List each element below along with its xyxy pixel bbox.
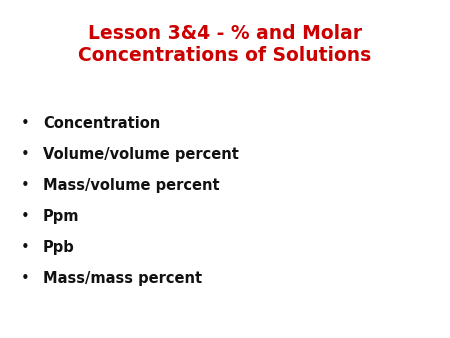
Text: •: • [20, 271, 29, 286]
Text: •: • [20, 209, 29, 224]
Text: •: • [20, 116, 29, 131]
Text: Mass/mass percent: Mass/mass percent [43, 271, 202, 286]
Text: •: • [20, 178, 29, 193]
Text: •: • [20, 240, 29, 255]
Text: Mass/volume percent: Mass/volume percent [43, 178, 220, 193]
Text: Concentration: Concentration [43, 116, 160, 131]
Text: Volume/volume percent: Volume/volume percent [43, 147, 239, 162]
Text: Ppm: Ppm [43, 209, 79, 224]
Text: •: • [20, 147, 29, 162]
Text: Ppb: Ppb [43, 240, 75, 255]
Text: Lesson 3&4 - % and Molar
Concentrations of Solutions: Lesson 3&4 - % and Molar Concentrations … [78, 24, 372, 66]
